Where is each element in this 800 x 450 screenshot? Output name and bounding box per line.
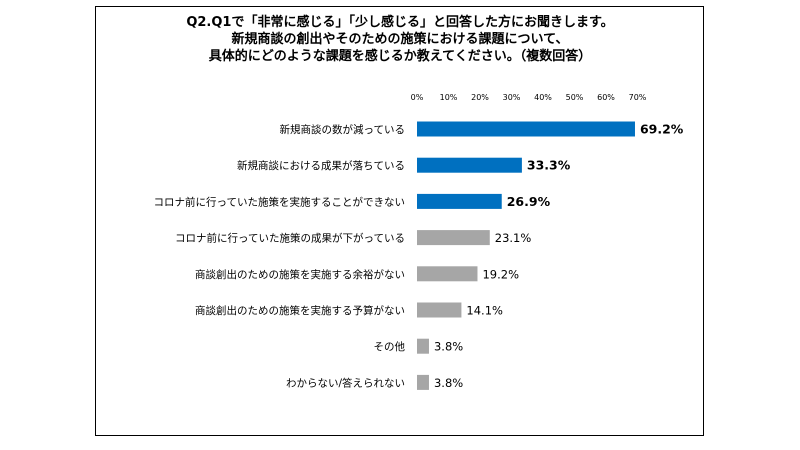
bar (417, 230, 490, 246)
question-line-3: 具体的にどのような課題を感じるか教えてください。（複数回答） (208, 49, 592, 64)
question-line-1: Q2.Q1で「非常に感じる」「少し感じる」と回答した方にお聞きします。 (186, 15, 614, 30)
value-label: 23.1% (495, 231, 532, 245)
value-label: 33.3% (527, 158, 571, 173)
bar (417, 157, 522, 173)
x-tick-label: 70% (629, 93, 647, 102)
question-line-2: 新規商談の創出やそのための施策における課題について、 (231, 32, 569, 47)
x-tick-label: 30% (503, 93, 521, 102)
x-tick-label: 20% (471, 93, 489, 102)
category-label: コロナ前に行っていた施策を実施することができない (154, 195, 405, 208)
x-tick-label: 10% (440, 93, 458, 102)
bar (417, 302, 462, 318)
chart-frame (95, 6, 704, 436)
category-label: わからない/答えられない (286, 376, 405, 389)
category-label: 新規商談における成果が落ちている (237, 159, 405, 172)
category-label: 新規商談の数が減っている (280, 123, 405, 136)
category-label: 商談創出のための施策を実施する余裕がない (195, 268, 405, 281)
category-label: 商談創出のための施策を実施する予算がない (195, 304, 405, 317)
question-title: Q2.Q1で「非常に感じる」「少し感じる」と回答した方にお聞きします。 新規商談… (0, 14, 800, 65)
x-tick-label: 40% (534, 93, 552, 102)
value-label: 69.2% (640, 122, 684, 137)
value-label: 26.9% (507, 194, 551, 209)
value-label: 19.2% (482, 267, 519, 281)
category-label: コロナ前に行っていた施策の成果が下がっている (175, 232, 405, 245)
x-tick-label: 60% (597, 93, 615, 102)
bar (417, 338, 429, 354)
bar (417, 193, 502, 209)
bar (417, 266, 478, 282)
value-label: 14.1% (466, 304, 503, 318)
x-tick-label: 50% (566, 93, 584, 102)
value-label: 3.8% (434, 376, 463, 390)
x-tick-label: 0% (411, 93, 424, 102)
bar (417, 374, 429, 390)
bar (417, 121, 635, 137)
value-label: 3.8% (434, 340, 463, 354)
category-label: その他 (374, 340, 406, 353)
